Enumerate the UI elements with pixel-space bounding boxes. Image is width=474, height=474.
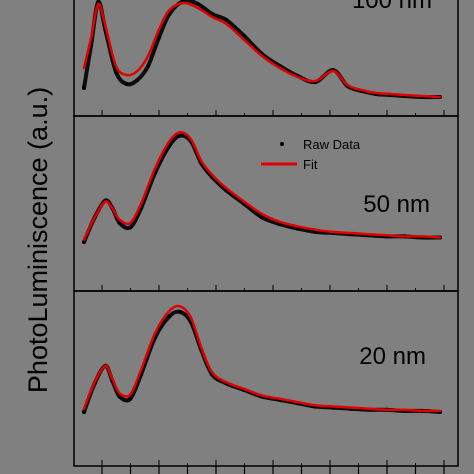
raw-data-point <box>146 64 151 68</box>
raw-data-point <box>124 82 129 86</box>
raw-data-point <box>135 78 140 82</box>
y-axis-label: PhotoLuminiscence (a.u.) <box>23 87 53 393</box>
panel-label-50nm: 50 nm <box>363 191 430 218</box>
legend: Raw Data Fit <box>261 137 361 172</box>
fit-line <box>82 1 442 99</box>
raw-data-point <box>156 36 161 40</box>
raw-data-trace <box>82 0 442 100</box>
legend-raw-marker <box>280 142 284 146</box>
legend-fit-label: Fit <box>303 157 318 172</box>
panel-0-series <box>82 0 442 100</box>
raw-data-point <box>178 309 183 314</box>
panel-frames <box>73 0 459 474</box>
raw-data-point <box>117 221 122 225</box>
raw-data-trace <box>82 133 442 244</box>
chart-marks <box>82 0 442 414</box>
raw-data-point <box>242 34 247 38</box>
raw-data-point <box>82 240 86 244</box>
raw-data-point <box>128 396 133 401</box>
raw-data-point <box>224 18 229 22</box>
raw-data-point <box>114 70 118 74</box>
raw-data-point <box>178 133 183 138</box>
legend-raw-label: Raw Data <box>303 137 361 152</box>
panel-1-series <box>82 130 442 244</box>
panel-2-series <box>82 304 442 414</box>
raw-data-point <box>128 225 133 230</box>
panel-label-20nm: 20 nm <box>359 343 426 370</box>
raw-data-point <box>195 2 200 6</box>
fit-line <box>82 130 442 242</box>
raw-data-point <box>260 215 264 220</box>
raw-data-point <box>82 410 86 414</box>
panel-label-100nm: 100 nm <box>352 0 432 14</box>
raw-data-point <box>167 314 172 319</box>
fit-line <box>82 304 442 413</box>
panel-frame-2 <box>73 290 459 467</box>
raw-data-point <box>82 86 86 90</box>
